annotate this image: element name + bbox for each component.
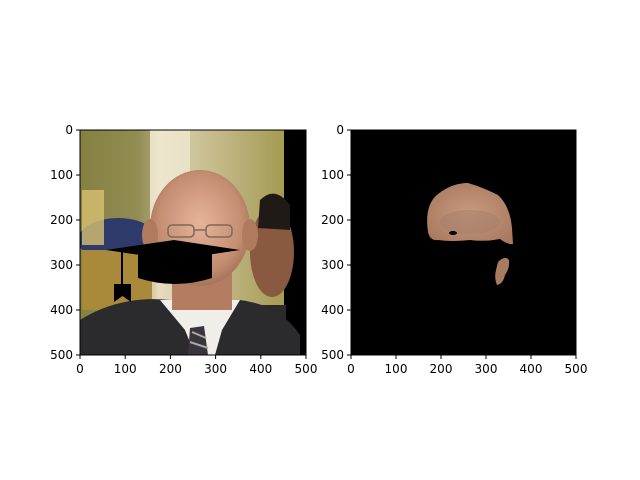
mask-y-tick-label: 0 [336, 123, 344, 137]
mask-x-tick-label: 200 [430, 362, 453, 376]
photo-x-tick-label: 0 [76, 362, 84, 376]
photo-axes-frame [79, 129, 307, 356]
mask-x-tick-label: 500 [565, 362, 588, 376]
photo-x-tick-label: 300 [204, 362, 227, 376]
photo-y-tick-label: 500 [50, 348, 73, 362]
mask-y-tick-label: 500 [321, 348, 344, 362]
photo-y-tick-label: 400 [50, 303, 73, 317]
photo-y-tick-label: 200 [50, 213, 73, 227]
mask-x-tick-label: 400 [520, 362, 543, 376]
photo-y-tick-label: 300 [50, 258, 73, 272]
photo-image [80, 130, 306, 355]
mask-x-tick-label: 100 [385, 362, 408, 376]
mask-x-tick-label: 300 [475, 362, 498, 376]
mask-y-tick-label: 400 [321, 303, 344, 317]
photo-y-tick-label: 0 [65, 123, 73, 137]
photo-x-tick-label: 500 [295, 362, 318, 376]
mask-y-tick-label: 300 [321, 258, 344, 272]
photo-x-tick-label: 100 [114, 362, 137, 376]
mask-axes-frame [350, 129, 577, 356]
photo-y-tick-label: 100 [50, 168, 73, 182]
mask-y-tick-label: 200 [321, 213, 344, 227]
mask-x-tick-label: 0 [347, 362, 355, 376]
photo-x-tick-label: 400 [249, 362, 272, 376]
graduation-cap-icon [106, 240, 240, 302]
mask-image [351, 130, 576, 355]
mask-y-tick-label: 100 [321, 168, 344, 182]
photo-x-tick-label: 200 [159, 362, 182, 376]
